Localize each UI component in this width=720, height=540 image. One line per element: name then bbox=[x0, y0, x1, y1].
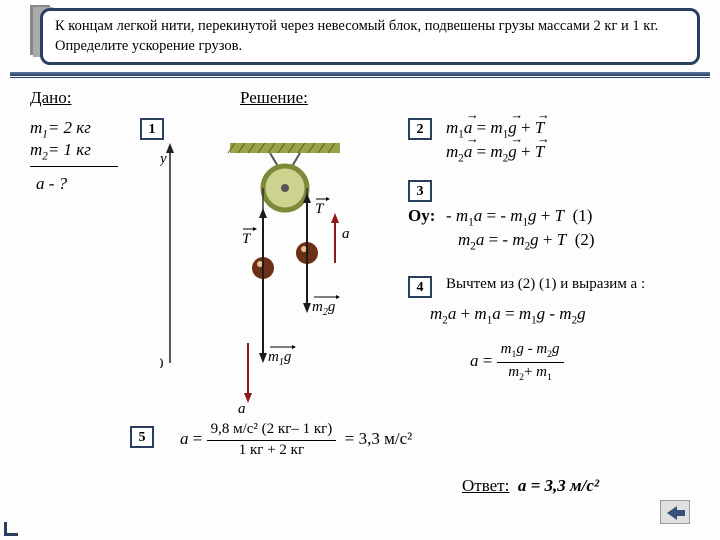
given-m2: m2= 1 кг bbox=[30, 140, 91, 162]
svg-text:m2g: m2g bbox=[312, 299, 336, 318]
content: Дано: Решение: m1= 2 кг m2= 1 кг a - ? 1… bbox=[30, 88, 700, 530]
svg-text:m1g: m1g bbox=[268, 349, 292, 368]
svg-text:T: T bbox=[242, 231, 252, 247]
step-5: 5 bbox=[130, 426, 154, 448]
diagram-svg: y 0 T bbox=[160, 143, 390, 433]
eq-2b: m2a = m2g + T bbox=[446, 142, 544, 164]
calc: a = 9,8 м/с² (2 кг– 1 кг)1 кг + 2 кг = 3… bbox=[180, 420, 412, 460]
problem-header: К концам легкой нити, перекинутой через … bbox=[40, 8, 700, 65]
svg-text:a: a bbox=[238, 401, 246, 417]
given-label: Дано: bbox=[30, 88, 71, 108]
nav-back-button[interactable] bbox=[660, 500, 690, 524]
step-1: 1 bbox=[140, 118, 164, 140]
eq-2a: m1a = m1g + T bbox=[446, 118, 544, 140]
physics-diagram: y 0 T bbox=[160, 143, 390, 423]
eq-3a: - m1a = - m1g + T (1) bbox=[446, 206, 592, 228]
eq-fraction: a = m1g - m2gm2+ m1 bbox=[470, 340, 564, 384]
corner-decoration bbox=[4, 522, 18, 536]
step-3: 3 bbox=[408, 180, 432, 202]
answer: Ответ: a = 3,3 м/с² bbox=[462, 476, 599, 496]
solution-label: Решение: bbox=[240, 88, 308, 108]
problem-text: К концам легкой нити, перекинутой через … bbox=[40, 8, 700, 65]
svg-text:0: 0 bbox=[160, 356, 164, 372]
svg-text:y: y bbox=[160, 151, 167, 167]
svg-text:T: T bbox=[315, 201, 325, 217]
step-2: 2 bbox=[408, 118, 432, 140]
step-4: 4 bbox=[408, 276, 432, 298]
svg-text:a: a bbox=[342, 226, 350, 242]
eq-4: m2a + m1a = m1g - m2g bbox=[430, 304, 586, 326]
oy-label: Oy: bbox=[408, 206, 435, 226]
eq-3b: m2a = - m2g + T (2) bbox=[458, 230, 595, 252]
find: a - ? bbox=[36, 174, 67, 194]
subtract-text: Вычтем из (2) (1) и выразим a : bbox=[446, 276, 645, 293]
given-m1: m1= 2 кг bbox=[30, 118, 91, 140]
